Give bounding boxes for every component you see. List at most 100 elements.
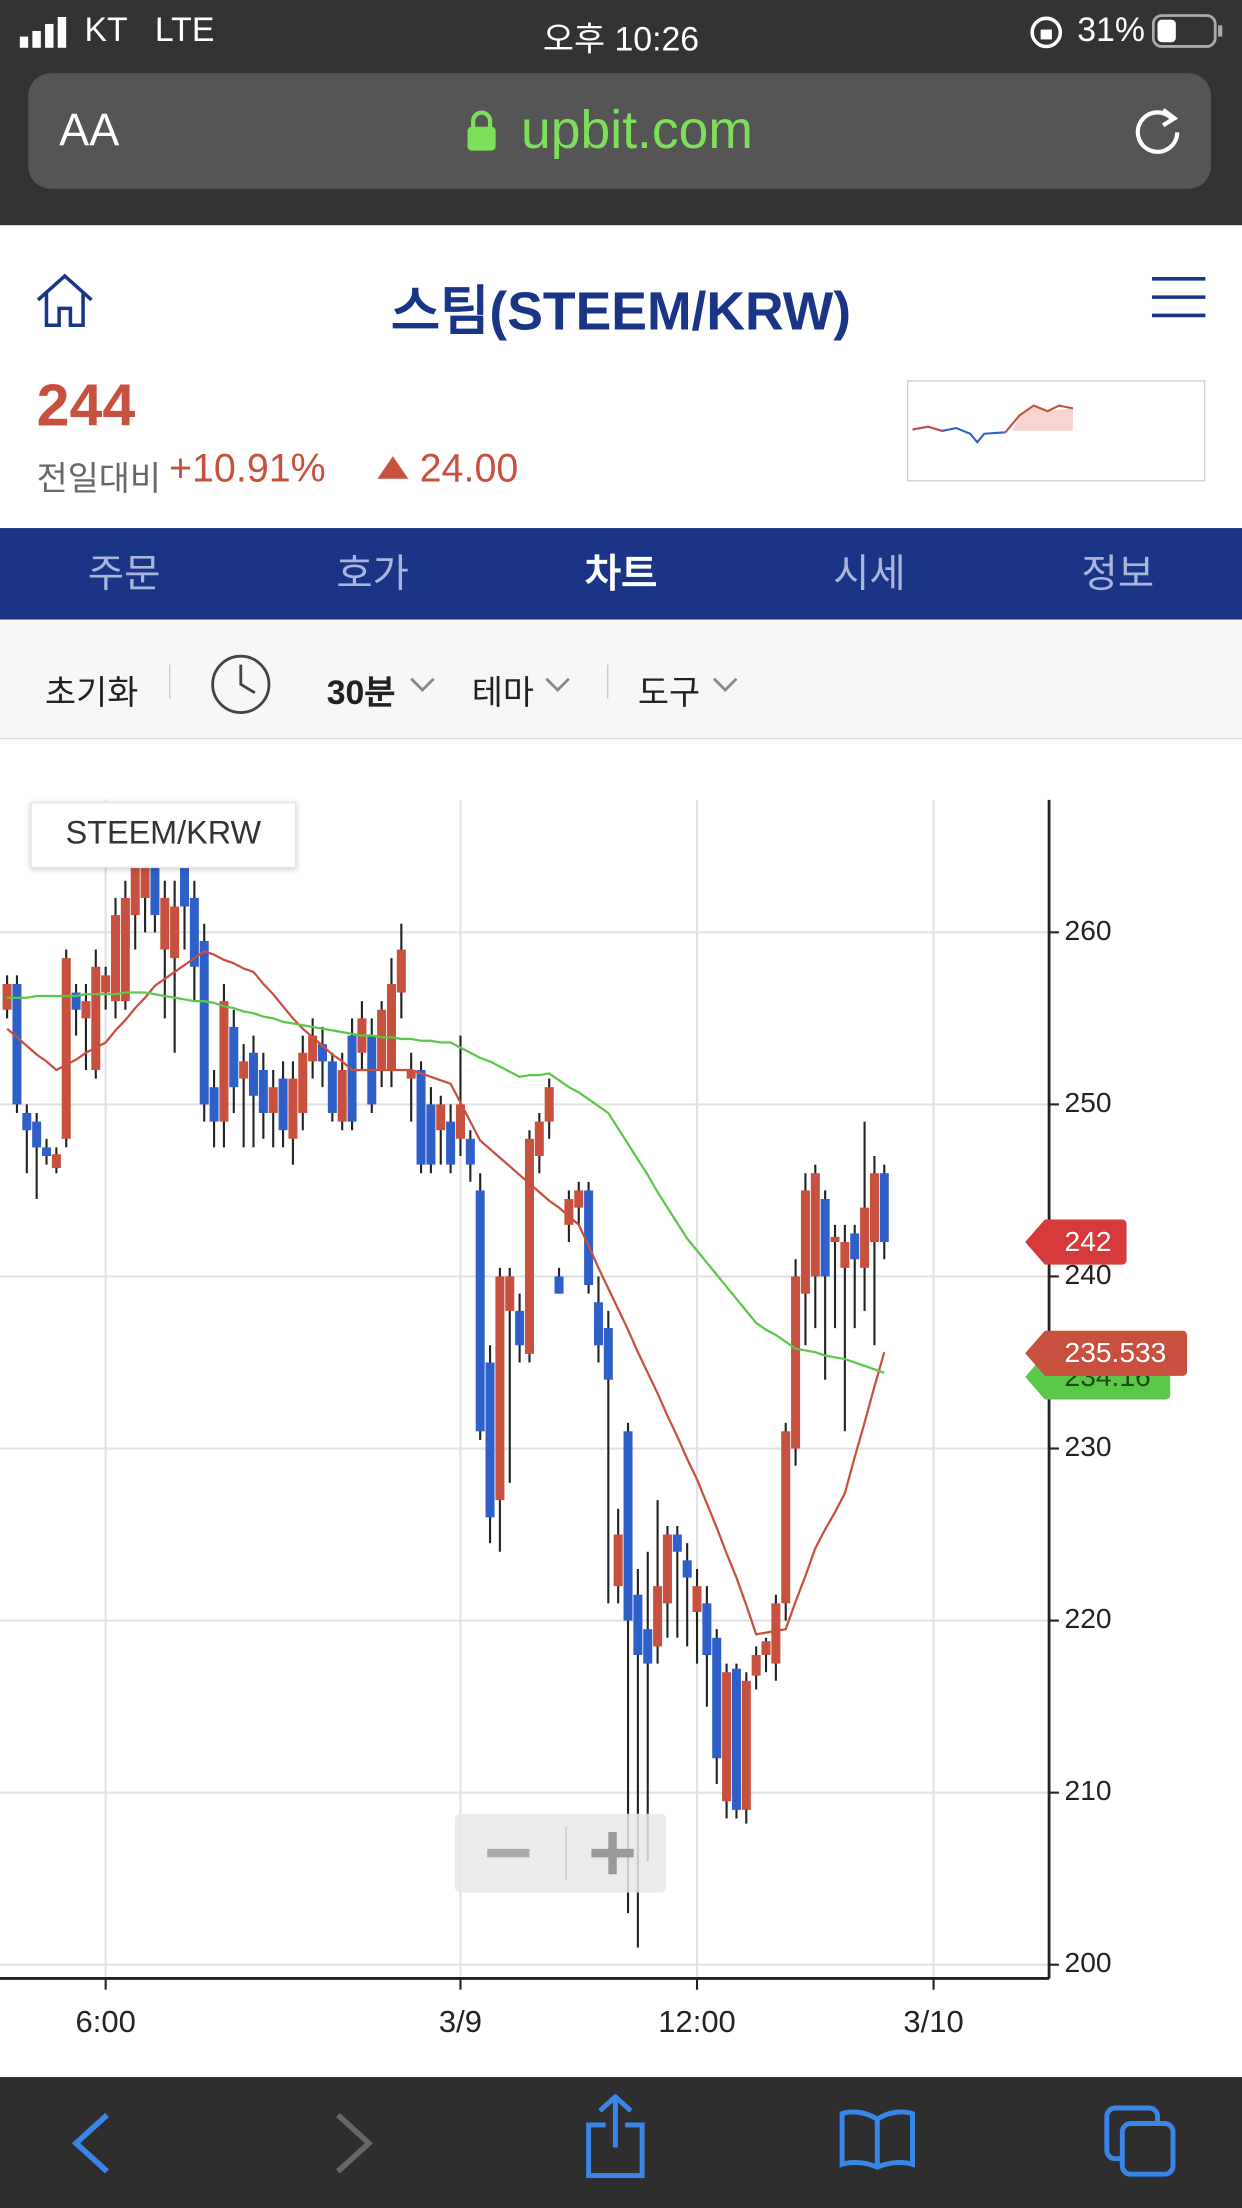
candle-body [111,915,121,1002]
candle-body [574,1190,584,1208]
divider [606,664,609,699]
candle-body [81,1001,91,1019]
candle-body [534,1121,544,1157]
x-tick-label: 3/9 [439,2004,482,2039]
candle-body [160,897,170,950]
candle-body [2,983,12,1010]
candle-body [436,1104,446,1131]
grid [0,799,1050,1979]
text-size-button[interactable]: AA [59,104,120,155]
price-tag [1025,1330,1188,1376]
candle-body [416,1069,426,1165]
share-button[interactable] [583,2093,648,2179]
change-label: 전일대비 [36,460,161,499]
candle-body [219,1001,229,1122]
candle-body [869,1173,879,1243]
candle-body [140,863,150,898]
url-text: upbit.com [521,101,754,161]
candle-body [495,1276,505,1501]
y-tick-label: 250 [1065,1087,1112,1118]
safari-toolbar [0,2077,1242,2208]
candle-body [239,1061,249,1079]
up-triangle [377,456,409,479]
candle-body [593,1302,603,1346]
candle-body [170,906,180,959]
tab[interactable]: 차트 [584,551,658,596]
candle-body [643,1629,653,1664]
clock: 오후 10:26 [542,21,700,60]
candle-body [22,1112,32,1131]
signal-icon [19,16,67,48]
forward-button[interactable] [332,2112,374,2174]
candle-body [741,1680,751,1810]
theme-button[interactable]: 테마 [471,674,534,713]
coin-title: 스팀(STEEM/KRW) [390,283,852,343]
candle-body [820,1199,830,1277]
candle-body [722,1672,732,1802]
zoom-out-button[interactable] [487,1848,530,1858]
chevron [712,677,738,692]
interval-button[interactable]: 30분 [326,674,396,713]
reload-button[interactable] [1129,101,1185,160]
legend-box [30,801,297,869]
x-tick-label: 12:00 [658,2004,735,2039]
back-button[interactable] [70,2112,112,2174]
candle-body [781,1431,791,1604]
candle-body [179,837,190,907]
candle-body [554,1276,564,1294]
reset-button[interactable]: 초기화 [45,674,139,713]
chevron [545,677,570,692]
tab[interactable]: 주문 [87,551,161,596]
candle-body [613,1534,623,1587]
zoom-in-button[interactable] [591,1832,634,1875]
lock-rotation-icon [1030,16,1063,49]
clock-button[interactable] [210,653,272,715]
candle-body [761,1641,771,1655]
candle-body [288,1078,298,1139]
candle-body [603,1328,613,1380]
carrier: KT [84,11,128,50]
candle-body [524,1138,534,1354]
plot-area [2,829,889,1948]
battery-text: 31% [1077,11,1145,50]
candle-body [12,983,22,1105]
menu-button[interactable] [1151,276,1208,321]
bookmarks-button[interactable] [839,2108,915,2170]
home-button[interactable] [34,272,96,328]
tab-bar: 주문 호가 차트 시세 정보 [0,528,1242,620]
tab[interactable]: 시세 [833,551,906,596]
candle-body [209,1087,219,1122]
candle-body [308,1035,318,1062]
candle-body [377,1009,387,1070]
candle-body [91,966,101,1070]
candle-body [455,1104,465,1139]
candle-body [584,1190,594,1286]
change-amount: 24.00 [419,446,519,491]
candle-body [426,1104,436,1165]
y-tick-label: 210 [1065,1775,1112,1806]
divider [168,664,171,699]
candle-body [465,1138,475,1165]
tabs-button[interactable] [1104,2105,1177,2178]
y-tick-label: 200 [1065,1947,1112,1978]
coin-header: 스팀(STEEM/KRW) 244 전일대비 +10.91% 24.00 [0,225,1242,529]
tab[interactable]: 호가 [336,551,409,596]
candle-body [751,1654,761,1676]
tools-button[interactable]: 도구 [637,674,701,713]
candle-body [51,1154,61,1169]
candle-body [672,1534,682,1552]
legend-label: STEEM/KRW [66,815,262,851]
candle-body [258,1069,268,1113]
chart-toolbar: 초기화 30분 테마 도구 [0,619,1242,740]
tab[interactable]: 정보 [1081,551,1155,596]
candle-body [830,1236,840,1243]
candle-body [810,1173,820,1277]
candle-body [702,1603,712,1655]
candle-body [347,1035,357,1122]
moving-average-line [6,950,886,1636]
address-bar[interactable]: AA upbit.com [28,73,1212,189]
candle-body [32,1121,42,1148]
moving-average-line [7,991,885,1374]
chevron [410,677,435,692]
